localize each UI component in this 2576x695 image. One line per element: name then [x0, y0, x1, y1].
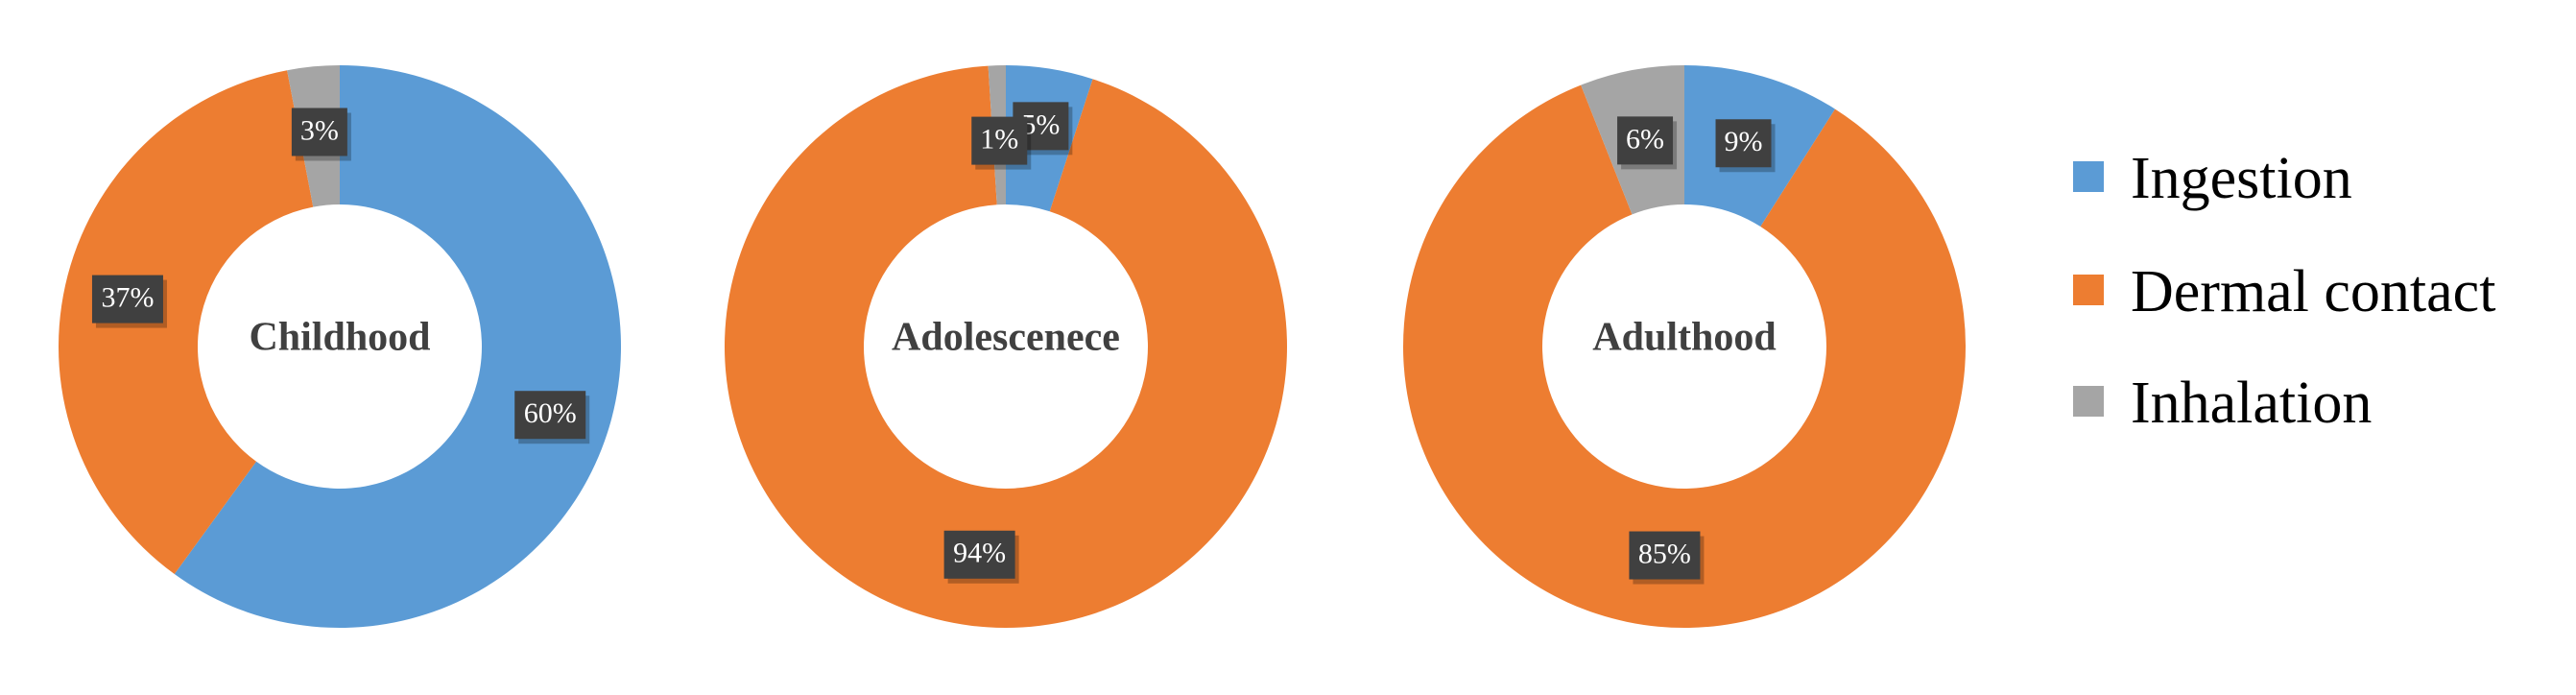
donut-adolescenece: Adolescenece 5% 94% 1%	[725, 65, 1288, 628]
slice-adulthood-dermal-contact	[1402, 84, 1966, 628]
data-label-adulthood-inhalation: 6%	[1617, 116, 1678, 170]
data-label-childhood-inhalation: 3%	[291, 108, 351, 161]
legend-label-ingestion: Ingestion	[2131, 146, 2352, 211]
legend-label-inhalation: Inhalation	[2131, 371, 2372, 436]
svg-text:1%: 1%	[980, 123, 1018, 155]
slice-childhood-ingestion	[174, 65, 621, 628]
legend-swatch-dermal-contact	[2073, 275, 2104, 305]
svg-text:37%: 37%	[101, 281, 154, 313]
legend-swatch-inhalation	[2073, 386, 2104, 417]
legend: Ingestion Dermal contact Inhalation	[2073, 146, 2495, 436]
data-label-adolescenece-inhalation: 1%	[971, 116, 1032, 170]
center-label-adulthood: Adulthood	[1592, 316, 1776, 360]
svg-text:5%: 5%	[1021, 108, 1060, 140]
svg-text:9%: 9%	[1725, 126, 1763, 157]
svg-text:85%: 85%	[1638, 538, 1691, 569]
svg-text:94%: 94%	[953, 538, 1006, 569]
donut-adulthood: Adulthood 9% 85% 6%	[1402, 65, 1966, 628]
data-label-adolescenece-dermal-contact: 94%	[943, 530, 1019, 584]
svg-text:60%: 60%	[524, 397, 577, 429]
donut-charts: Childhood 60% 37% 3% Adolescenece 5% 94% 1% Adul…	[59, 65, 1966, 628]
data-label-adulthood-dermal-contact: 85%	[1629, 531, 1705, 585]
legend-swatch-ingestion	[2073, 161, 2104, 192]
center-label-adolescenece: Adolescenece	[892, 316, 1120, 360]
data-label-childhood-dermal-contact: 37%	[91, 275, 167, 328]
svg-text:3%: 3%	[300, 114, 339, 146]
donut-childhood: Childhood 60% 37% 3%	[59, 65, 621, 628]
legend-label-dermal-contact: Dermal contact	[2131, 259, 2495, 324]
center-label-childhood: Childhood	[249, 316, 430, 360]
data-label-childhood-ingestion: 60%	[514, 391, 590, 444]
svg-text:6%: 6%	[1626, 123, 1664, 155]
slice-adolescenece-dermal-contact	[725, 65, 1288, 628]
data-label-adulthood-ingestion: 9%	[1715, 119, 1776, 173]
slice-childhood-dermal-contact	[59, 70, 314, 575]
